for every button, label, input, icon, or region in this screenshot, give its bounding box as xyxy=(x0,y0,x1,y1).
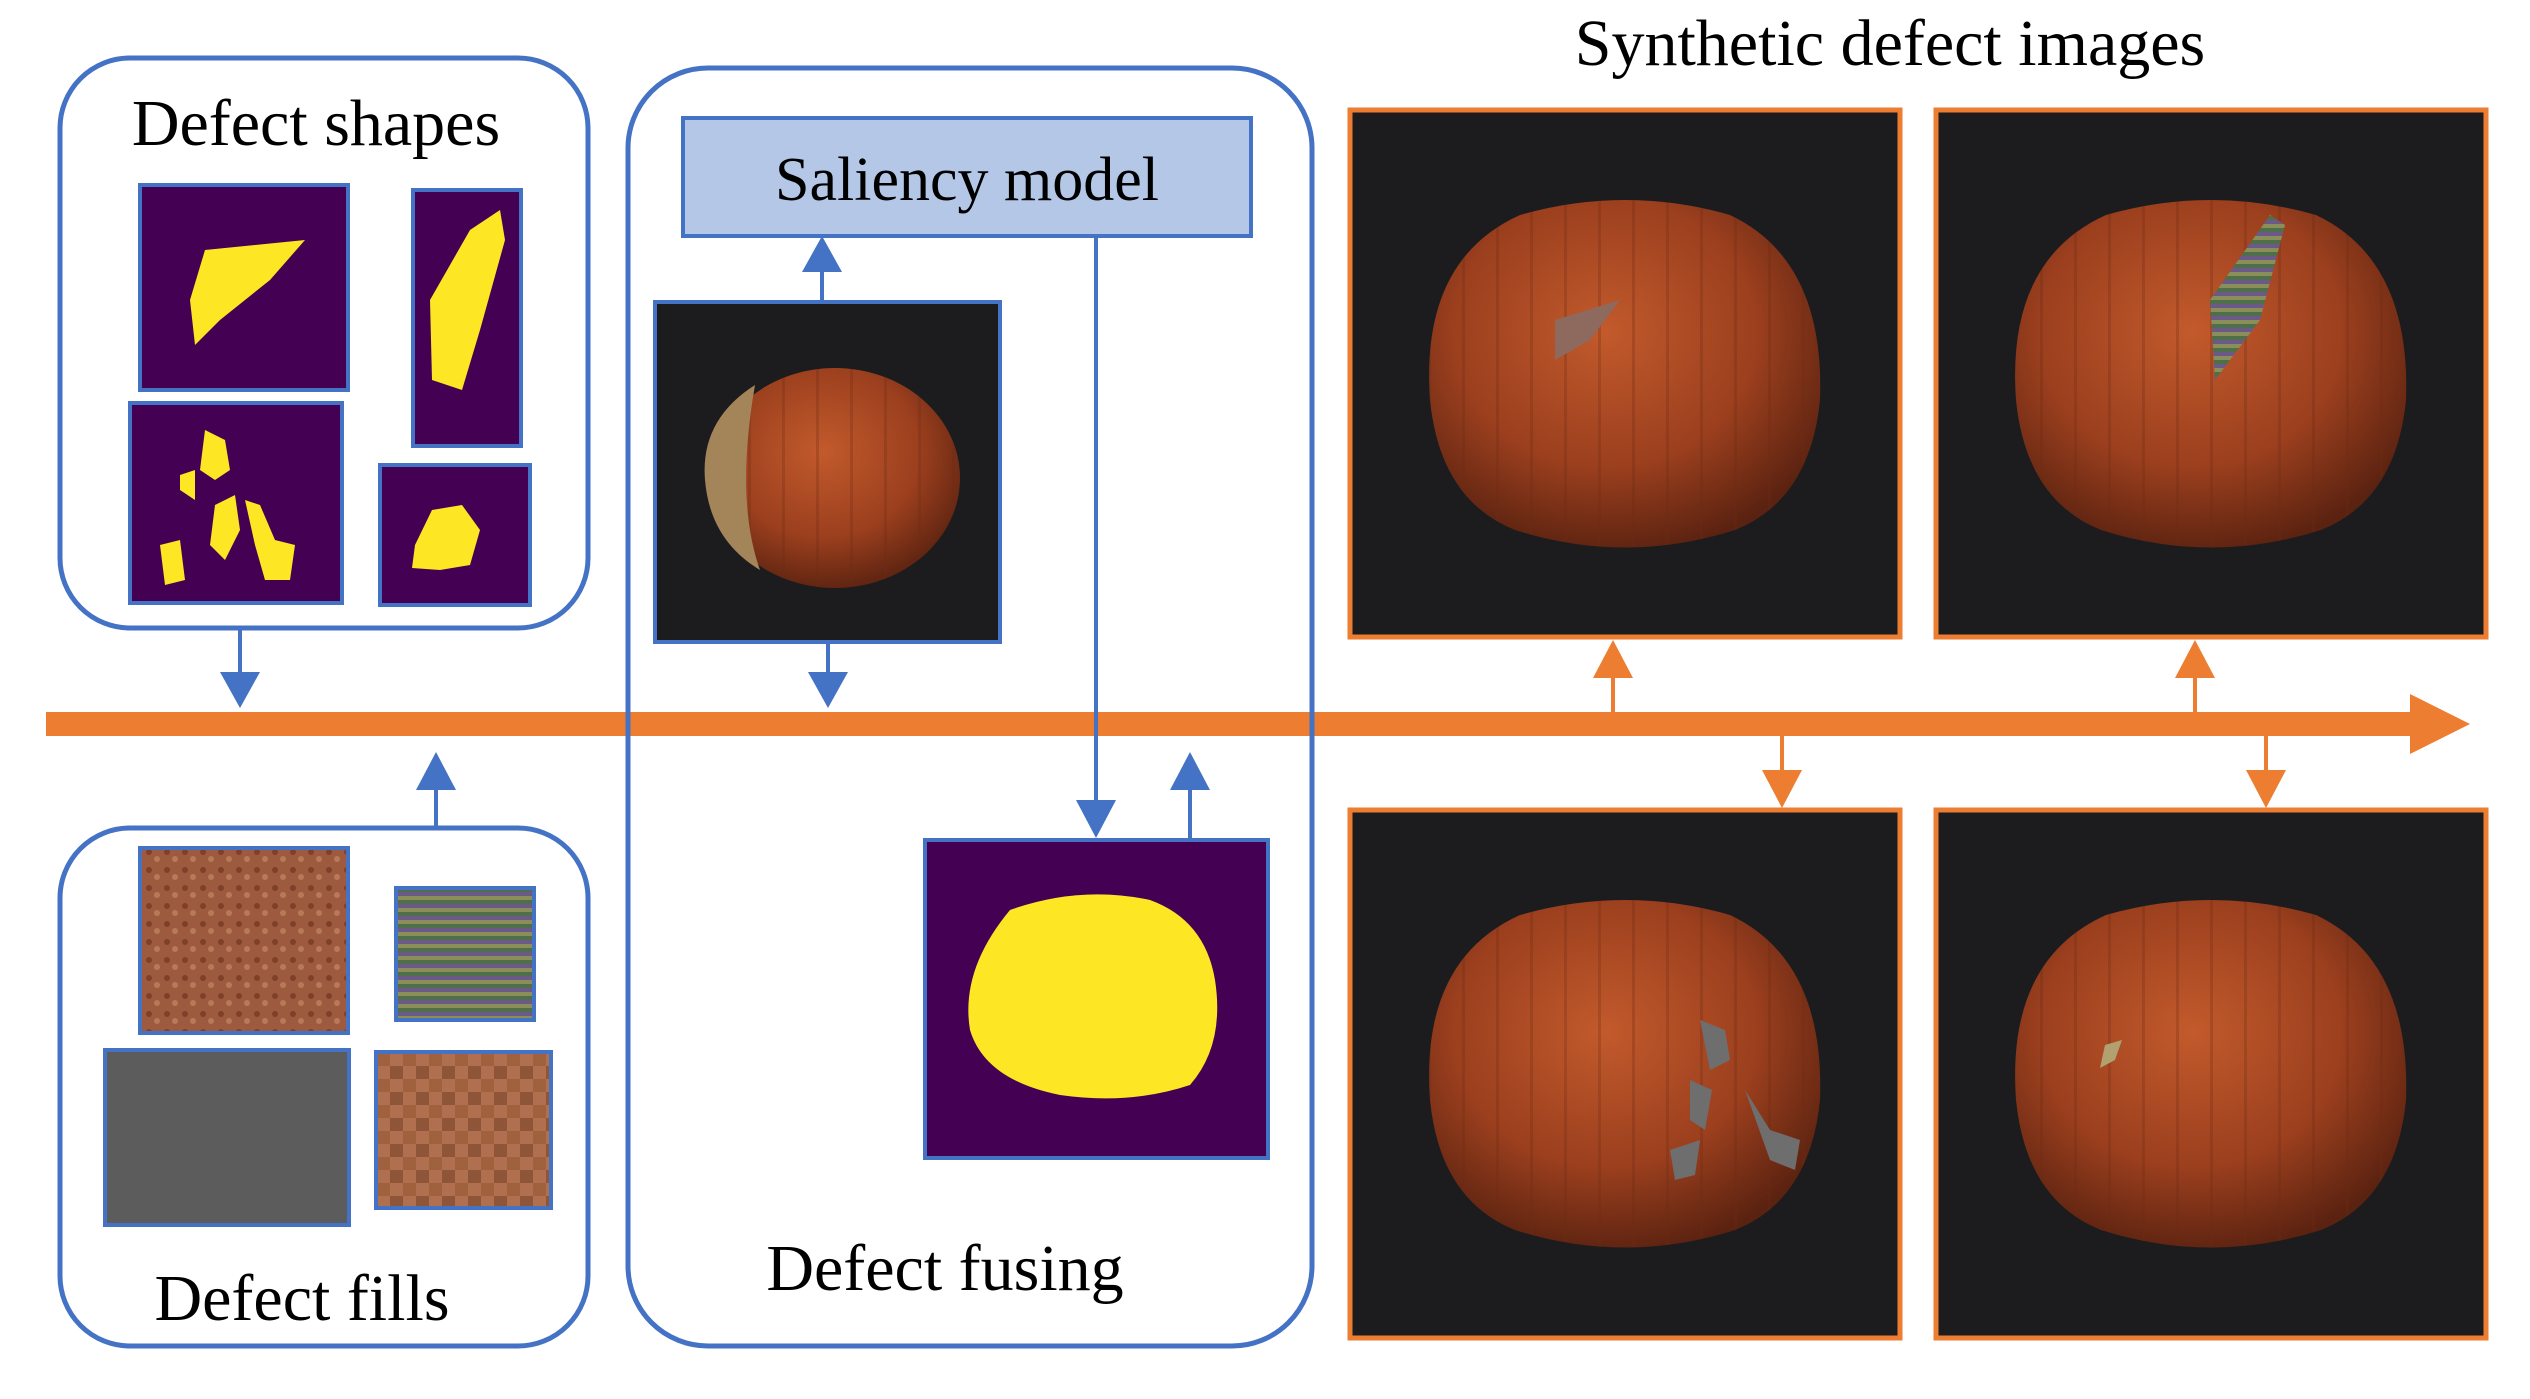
synthetic-image-2 xyxy=(1933,107,2489,640)
saliency-model-label: Saliency model xyxy=(775,146,1159,214)
defect-shapes-title: Defect shapes xyxy=(132,87,500,160)
shape-mask-3 xyxy=(128,401,344,605)
shape-mask-2 xyxy=(411,188,523,448)
saliency-to-mask-arrow xyxy=(1076,800,1116,838)
fill-texture-1 xyxy=(138,846,350,1035)
synthetic-image-4 xyxy=(1933,807,2489,1341)
defect-fills-title: Defect fills xyxy=(154,1262,449,1335)
fill-texture-2 xyxy=(394,886,536,1022)
defect-shapes-panel xyxy=(57,55,591,631)
fills-up-arrow xyxy=(416,752,456,790)
timeline-to-synthetic-1-arrow xyxy=(1593,640,1633,678)
shape-mask-1 xyxy=(138,183,350,392)
shape-mask-4 xyxy=(378,463,532,607)
fill-texture-4 xyxy=(374,1050,553,1210)
defect-fusing-panel xyxy=(625,65,1315,1349)
timeline-to-synthetic-3-arrow xyxy=(1762,770,1802,808)
shapes-to-timeline-arrow xyxy=(220,672,260,708)
mask-up-arrow xyxy=(1170,752,1210,790)
defect-fills-panel xyxy=(57,825,591,1349)
timeline-bar xyxy=(46,712,2426,736)
timeline-arrowhead xyxy=(2410,694,2470,754)
timeline-to-synthetic-2-arrow xyxy=(2175,640,2215,678)
saliency-model-box xyxy=(681,116,1253,238)
synthetic-images-title: Synthetic defect images xyxy=(1575,7,2205,80)
synthetic-image-3 xyxy=(1347,807,1903,1341)
fill-texture-3 xyxy=(103,1048,351,1227)
input-hazelnut-photo xyxy=(653,300,1002,644)
photo-to-timeline-arrow xyxy=(808,672,848,708)
timeline-to-synthetic-4-arrow xyxy=(2246,770,2286,808)
photo-to-saliency-arrow xyxy=(802,236,842,272)
defect-fusing-title: Defect fusing xyxy=(766,1232,1123,1305)
saliency-mask xyxy=(923,838,1270,1160)
synthetic-image-1 xyxy=(1347,107,1903,640)
